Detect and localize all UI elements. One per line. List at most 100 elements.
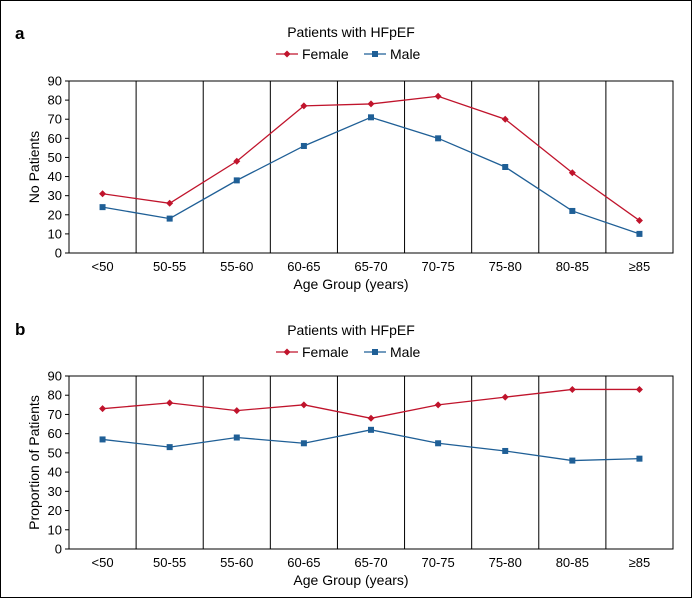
x-tick-label: 70-75 bbox=[421, 259, 454, 274]
series-line bbox=[102, 388, 640, 419]
x-axis-title: Age Group (years) bbox=[293, 572, 408, 588]
data-point-square bbox=[569, 457, 576, 464]
data-point-diamond bbox=[635, 385, 643, 393]
y-tick-label: 90 bbox=[48, 74, 62, 89]
data-point-square bbox=[636, 455, 643, 462]
x-tick-label: ≥85 bbox=[629, 555, 651, 570]
x-tick-label: 65-70 bbox=[354, 259, 387, 274]
y-tick-label: 40 bbox=[48, 465, 62, 480]
x-tick-label: 60-65 bbox=[287, 259, 320, 274]
legend-item-female: Female bbox=[276, 344, 349, 360]
x-tick-label: <50 bbox=[92, 555, 114, 570]
data-point-square bbox=[368, 114, 374, 121]
x-tick-label: 55-60 bbox=[220, 555, 253, 570]
data-point-square bbox=[233, 434, 240, 441]
data-point-diamond bbox=[434, 92, 442, 100]
x-tick-label: 80-85 bbox=[556, 555, 589, 570]
data-point-square bbox=[99, 436, 106, 443]
chart-panel-a: a Patients with HFpEF Female Male 0 10 20 30 40 5… bbox=[15, 24, 674, 292]
data-point-diamond bbox=[300, 401, 308, 409]
y-tick-label: 50 bbox=[48, 150, 62, 165]
legend: Female Male bbox=[276, 46, 421, 62]
legend: Female Male bbox=[276, 344, 421, 360]
x-tick-label: 50-55 bbox=[153, 259, 186, 274]
y-tick-label: 60 bbox=[48, 131, 62, 146]
x-axis-title: Age Group (years) bbox=[293, 276, 408, 292]
y-tick-label: 10 bbox=[48, 226, 62, 241]
chart-title: Patients with HFpEF bbox=[287, 322, 415, 338]
y-tick-label: 0 bbox=[55, 246, 62, 261]
x-tick-label: 75-80 bbox=[489, 259, 522, 274]
panel-label: b bbox=[15, 320, 25, 339]
data-point-square bbox=[502, 164, 509, 170]
y-tick-label: 80 bbox=[48, 388, 62, 403]
data-point-diamond bbox=[166, 199, 174, 207]
x-tick-label: 80-85 bbox=[556, 259, 589, 274]
y-tick-label: 90 bbox=[48, 369, 62, 384]
series-line bbox=[102, 429, 640, 462]
chart-panel-b: b Patients with HFpEF Female Male 0 10 20 30 40 5… bbox=[15, 320, 674, 588]
y-axis-title: No Patients bbox=[26, 131, 42, 203]
data-point-square bbox=[300, 440, 307, 447]
data-point-square bbox=[99, 204, 106, 211]
legend-marker-square bbox=[372, 349, 378, 355]
data-point-square bbox=[502, 447, 509, 454]
x-tick-label: <50 bbox=[92, 259, 114, 274]
data-point-diamond bbox=[99, 190, 107, 198]
y-tick-label: 60 bbox=[48, 426, 62, 441]
x-tick-label: 60-65 bbox=[287, 555, 320, 570]
data-point-diamond bbox=[99, 405, 107, 413]
chart-title: Patients with HFpEF bbox=[287, 24, 415, 40]
panel-label: a bbox=[15, 24, 25, 43]
data-point-diamond bbox=[434, 401, 442, 409]
y-tick-label: 20 bbox=[48, 207, 62, 222]
series-female bbox=[99, 92, 643, 225]
y-tick-label: 30 bbox=[48, 484, 62, 499]
series-male bbox=[99, 114, 643, 237]
data-point-square bbox=[166, 215, 173, 222]
data-point-diamond bbox=[233, 157, 241, 165]
data-point-diamond bbox=[166, 399, 174, 407]
x-tick-label: 70-75 bbox=[421, 555, 454, 570]
data-point-square bbox=[435, 440, 442, 447]
data-point-square bbox=[166, 444, 173, 451]
data-point-diamond bbox=[367, 100, 375, 108]
plot-area-frame bbox=[68, 80, 674, 254]
x-tick-label: 75-80 bbox=[489, 555, 522, 570]
series-male bbox=[99, 426, 643, 464]
legend-label: Female bbox=[302, 344, 349, 360]
y-tick-label: 80 bbox=[48, 93, 62, 108]
series-female bbox=[99, 385, 643, 422]
data-point-diamond bbox=[233, 407, 241, 415]
y-tick-label: 70 bbox=[48, 407, 62, 422]
legend-marker-diamond bbox=[283, 50, 291, 58]
y-tick-label: 40 bbox=[48, 169, 62, 184]
plot-area-frame bbox=[68, 375, 674, 550]
legend-item-male: Male bbox=[364, 46, 421, 62]
y-tick-label: 70 bbox=[48, 112, 62, 127]
data-point-diamond bbox=[501, 115, 509, 123]
y-tick-label: 20 bbox=[48, 503, 62, 518]
legend-marker-diamond bbox=[283, 348, 291, 356]
legend-label: Male bbox=[390, 344, 421, 360]
data-point-square bbox=[300, 142, 307, 149]
data-point-diamond bbox=[568, 385, 576, 393]
y-tick-label: 50 bbox=[48, 445, 62, 460]
data-point-square bbox=[368, 426, 374, 433]
x-tick-label: 50-55 bbox=[153, 555, 186, 570]
series-line bbox=[102, 116, 640, 235]
legend-label: Male bbox=[390, 46, 421, 62]
data-point-square bbox=[636, 230, 643, 237]
data-point-square bbox=[233, 177, 240, 184]
data-point-square bbox=[435, 135, 442, 142]
x-tick-label: ≥85 bbox=[629, 259, 651, 274]
y-tick-label: 0 bbox=[55, 542, 62, 557]
data-point-square bbox=[569, 207, 576, 214]
legend-item-male: Male bbox=[364, 344, 421, 360]
data-point-diamond bbox=[367, 414, 375, 422]
legend-marker-square bbox=[372, 51, 378, 57]
x-tick-label: 55-60 bbox=[220, 259, 253, 274]
data-point-diamond bbox=[568, 169, 576, 177]
data-point-diamond bbox=[300, 102, 308, 110]
